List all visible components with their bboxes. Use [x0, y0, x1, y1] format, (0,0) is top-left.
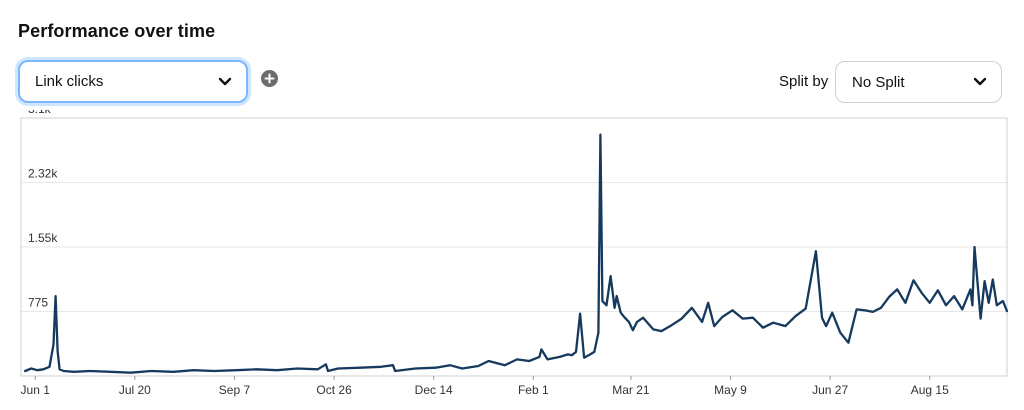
chevron-down-icon: [973, 77, 987, 86]
y-tick-label: 1.55k: [28, 231, 58, 245]
x-tick-label: Oct 26: [316, 383, 352, 397]
add-metric-button[interactable]: [261, 70, 278, 87]
plus-circle-icon: [264, 73, 275, 84]
chart-gridlines: [21, 117, 1007, 312]
metric-dropdown-value: Link clicks: [35, 73, 104, 90]
metric-dropdown[interactable]: Link clicks: [18, 60, 248, 103]
x-tick-label: Aug 15: [911, 383, 949, 397]
x-tick-label: Feb 1: [518, 383, 549, 397]
series-line: [23, 133, 1009, 374]
performance-line-chart: 775 1.55k 2.32k 3.1k Jun 1 Jul 20 Sep 7 Oct 26…: [20, 110, 1009, 397]
page-title: Performance over time: [18, 21, 216, 41]
x-tick-label: Dec 14: [415, 383, 453, 397]
x-tick-label: Jul 20: [119, 383, 151, 397]
x-tick-label: May 9: [714, 383, 747, 397]
x-tick-label: Jun 27: [812, 383, 848, 397]
x-tick-label: Mar 21: [612, 383, 650, 397]
y-tick-label: 2.32k: [28, 167, 58, 181]
y-tick-label: 3.1k: [28, 110, 52, 116]
y-tick-label: 775: [28, 296, 48, 310]
split-dropdown[interactable]: No Split: [835, 61, 1002, 103]
x-axis-ticks: Jun 1 Jul 20 Sep 7 Oct 26 Dec 14 Feb 1 Mar 21 M…: [21, 376, 949, 397]
split-dropdown-value: No Split: [852, 73, 905, 91]
y-axis-ticks: 775 1.55k 2.32k 3.1k: [28, 110, 58, 310]
chart-plot-border: [20, 117, 1008, 377]
chevron-down-icon: [218, 77, 232, 85]
x-tick-label: Jun 1: [21, 383, 51, 397]
x-tick-label: Sep 7: [219, 383, 251, 397]
split-by-label: Split by: [779, 73, 829, 90]
